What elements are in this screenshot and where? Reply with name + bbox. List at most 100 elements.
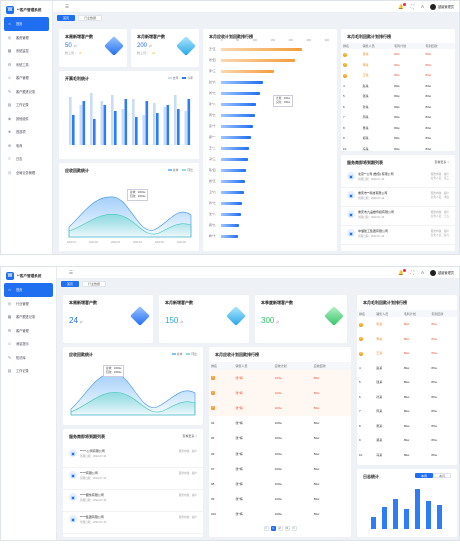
- rank-cell: 9: [359, 438, 361, 443]
- bell-icon[interactable]: 🔔: [398, 2, 406, 9]
- bell-icon[interactable]: 🔔: [398, 268, 406, 275]
- rank-row[interactable]: 10 冯某 80w 80w: [357, 448, 457, 463]
- trend-card: 应收回款统计 总体 环比 总体：1000w 回款：1000w: [63, 347, 203, 425]
- rank-row[interactable]: 8 吴某 80w 80w: [357, 419, 457, 434]
- rank-row[interactable]: 10 冯某 80w 80w: [341, 144, 455, 155]
- menu-fold-icon[interactable]: ☰: [69, 269, 74, 275]
- stat-month-value: 200 户: [137, 43, 153, 49]
- service-item[interactable]: ▣ *****-公司有限公司 到期日期：2022-07-10 服务内容：客户: [63, 446, 203, 468]
- sidebar-item[interactable]: ▤ 工作记录: [1, 98, 52, 112]
- sidebar-item-label: 首页: [16, 22, 23, 27]
- log-stat-title: 日志统计: [363, 474, 379, 479]
- rank-row[interactable]: 8 吴某 80w 80w: [341, 123, 455, 134]
- sidebar-item[interactable]: ▦ 系统监控: [1, 44, 52, 58]
- plan-cell: 3: [211, 406, 215, 411]
- language-icon[interactable]: A: [421, 4, 425, 9]
- rank-row[interactable]: 6 孙某 80w 80w: [357, 390, 457, 405]
- rank-row[interactable]: 4 赵某 80w 80w: [341, 81, 455, 92]
- plan-row[interactable]: 04 张*梅 100w 80w: [209, 416, 351, 431]
- rank-row[interactable]: 9 郑某 80w 80w: [341, 133, 455, 144]
- rank-row[interactable]: 7 周某 80w 80w: [357, 404, 457, 419]
- sidebar-item[interactable]: ✎ 客户跟进记录: [1, 85, 52, 99]
- fullscreen-icon[interactable]: ⛶: [410, 270, 415, 275]
- user-menu[interactable]: 超级管理员: [430, 269, 454, 276]
- tab-industry[interactable]: 行业数据: [82, 280, 107, 287]
- tab-home[interactable]: 首页: [61, 280, 80, 287]
- service-item[interactable]: ▣ *****集团有限公司 到期日期：2022-07-10 服务内容：客户: [63, 512, 203, 534]
- sidebar-item[interactable]: ★ 首选项: [1, 125, 52, 139]
- fullscreen-icon[interactable]: ⛶: [410, 4, 415, 9]
- plan-row[interactable]: 2 张*梅 100w 80w: [209, 385, 351, 401]
- view-more-link[interactable]: 查看更多 >: [434, 160, 449, 164]
- sidebar-item[interactable]: ◈ 其他组件: [1, 112, 52, 126]
- sidebar-item[interactable]: ▦ 客户跟进记录: [1, 310, 56, 324]
- sidebar-item[interactable]: ☺ 消息提示: [1, 337, 56, 351]
- sidebar-item[interactable]: ▤ 工作记录: [1, 364, 56, 378]
- tab-industry[interactable]: 行业数据: [78, 14, 103, 21]
- bar-label: 陈*四: [209, 168, 216, 172]
- sidebar-item[interactable]: ⌂ 首页: [4, 283, 53, 297]
- rank-row[interactable]: 6 孙某 80w 80w: [341, 102, 455, 113]
- tab-home[interactable]: 首页: [57, 14, 76, 21]
- page-button[interactable]: >: [291, 525, 297, 531]
- plan-row[interactable]: 010 张*梅 100w 80w: [209, 507, 351, 522]
- plan-bar: [221, 124, 253, 128]
- rank-row[interactable]: 9 郑某 80w 80w: [357, 433, 457, 448]
- building-icon: ▣: [347, 210, 355, 218]
- bar: [69, 97, 72, 145]
- user-menu[interactable]: 超级管理员: [430, 3, 454, 10]
- plan-row[interactable]: 07 张*梅 100w 80w: [209, 461, 351, 476]
- plan-row[interactable]: 08 张*梅 100w 80w: [209, 476, 351, 491]
- log-tabs: 本周 本月: [414, 473, 451, 478]
- sidebar-item[interactable]: ✎ 知识库: [1, 351, 56, 365]
- view-more-link[interactable]: 查看更多 >: [182, 434, 197, 438]
- sidebar-item[interactable]: ⚙ 客户管理: [1, 324, 56, 338]
- axis-tick: 200: [288, 39, 293, 42]
- rank-row[interactable]: 5 钱某 80w 80w: [357, 375, 457, 390]
- rank-cell: 80w: [403, 336, 410, 341]
- plan-row[interactable]: 1 张*梅 100w 80w: [209, 370, 351, 386]
- plan-row[interactable]: 05 张*梅 100w 80w: [209, 431, 351, 446]
- sidebar-item[interactable]: ☺ 客户管理: [1, 71, 52, 85]
- plan-row[interactable]: 3 张*梅 100w 80w: [209, 400, 351, 416]
- page-button[interactable]: 2: [277, 525, 283, 531]
- service-item[interactable]: ▣ 重庆市**科技有限公司 到期日期：2022-07-10 服务内容：客户 业务人员：李…: [341, 188, 455, 207]
- sidebar-item[interactable]: ◎ 行业管理: [1, 297, 56, 311]
- menu-fold-icon[interactable]: ☰: [65, 3, 70, 9]
- series-mom-area: [70, 392, 196, 416]
- service-meta: 服务内容：客户: [179, 515, 197, 519]
- page-button[interactable]: 1: [270, 525, 276, 531]
- sidebar-item[interactable]: ≡ 日志: [1, 152, 52, 166]
- rank-row[interactable]: 1 张某 80w 80w: [341, 49, 455, 60]
- rank-row[interactable]: 5 钱某 80w 80w: [341, 91, 455, 102]
- log-tab-week[interactable]: 本周: [414, 473, 433, 478]
- sidebar-item[interactable]: ⌂ 首页: [4, 17, 49, 31]
- service-item[interactable]: ▣ 中储建工集团有限公司 到期日期：2022-07-10 服务内容：客户 业务人员：赵六: [341, 226, 455, 245]
- bar-label: 周*九: [209, 113, 216, 117]
- rank-cell: 冯某: [362, 146, 369, 151]
- sidebar-item[interactable]: ⊕ 电商: [1, 139, 52, 153]
- sidebar-item[interactable]: ⚙ 系统工具: [1, 58, 52, 72]
- page-button[interactable]: 3: [284, 525, 290, 531]
- language-icon[interactable]: A: [421, 270, 425, 275]
- sidebar-item[interactable]: ◷ 全局业务管理: [1, 166, 52, 180]
- plan-row[interactable]: 06 张*梅 100w 80w: [209, 446, 351, 461]
- rank-row[interactable]: 7 周某 80w 80w: [341, 112, 455, 123]
- rank-row[interactable]: 2 李某 80w 80w: [341, 60, 455, 71]
- service-item[interactable]: ▣ *****服务有限公司 到期日期：2022-07-10 服务内容：客户: [63, 490, 203, 512]
- rank-row[interactable]: 3 王某 80w 80w: [357, 346, 457, 361]
- axis-tick: 300: [324, 39, 329, 42]
- rank-row[interactable]: 1 张某 80w 80w: [357, 317, 457, 332]
- service-item[interactable]: ▣ 重庆市九品楼传媒有限公司 到期日期：2022-07-10 服务内容：客户 业务人员：…: [341, 207, 455, 226]
- axis-tick: 50: [236, 39, 239, 42]
- plan-bar: [221, 113, 255, 117]
- rank-row[interactable]: 2 李某 80w 80w: [357, 332, 457, 347]
- sidebar-item[interactable]: ◎ 客资管理: [1, 31, 52, 45]
- page-button[interactable]: <: [263, 525, 269, 531]
- plan-row[interactable]: 09 张*梅 100w 80w: [209, 492, 351, 507]
- service-item[interactable]: ▣ *****有限公司 到期日期：2022-07-10 服务内容：客户: [63, 468, 203, 490]
- service-item[interactable]: ▣ 北京**公司 [数值] 有限公司 到期日期：2022-07-10 服务内容：客户业…: [341, 169, 455, 188]
- log-tab-month[interactable]: 本月: [432, 473, 451, 478]
- rank-row[interactable]: 3 王某 80w 80w: [341, 70, 455, 81]
- rank-row[interactable]: 4 赵某 80w 80w: [357, 361, 457, 376]
